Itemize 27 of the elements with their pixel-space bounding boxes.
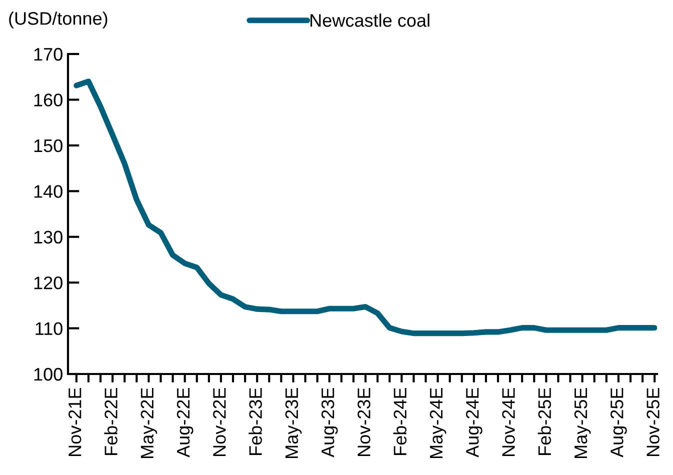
x-tick-label: Feb-24E [393,388,406,455]
y-tick-label: 140 [34,185,62,198]
y-tick-label: 160 [34,94,62,106]
x-tick-label: Nov-23E [358,388,370,456]
x-tick-label: Nov-21E [68,388,82,456]
x-tick-label: Aug-25E [610,388,627,458]
x-tick-label: May-25E [574,388,591,458]
x-tick-label: Aug-24E [466,388,482,458]
legend-label: Newcastle coal [310,14,430,27]
x-tick-label: Aug-22E [176,388,194,458]
y-tick-label: 110 [36,322,62,336]
x-tick-label: Aug-23E [321,388,338,458]
y-tick-label: 130 [34,230,62,244]
x-tick-label: Feb-23E [248,388,262,455]
x-tick-label: Nov-25E [646,388,660,456]
x-tick-label: May-24E [430,388,446,458]
y-tick-label: 170 [34,48,62,61]
x-tick-label: Nov-24E [502,388,515,456]
y-tick-label: 150 [34,139,62,152]
y-axis-title: (USD/tonne) [9,12,108,28]
x-tick-label: Feb-22E [104,388,118,455]
x-tick-label: Feb-25E [538,388,552,455]
x-tick-label: May-22E [140,388,158,458]
y-tick-label: 100 [34,368,62,381]
x-tick-label: Nov-22E [213,388,226,456]
x-tick-label: May-23E [285,388,302,458]
y-tick-label: 120 [34,276,62,290]
